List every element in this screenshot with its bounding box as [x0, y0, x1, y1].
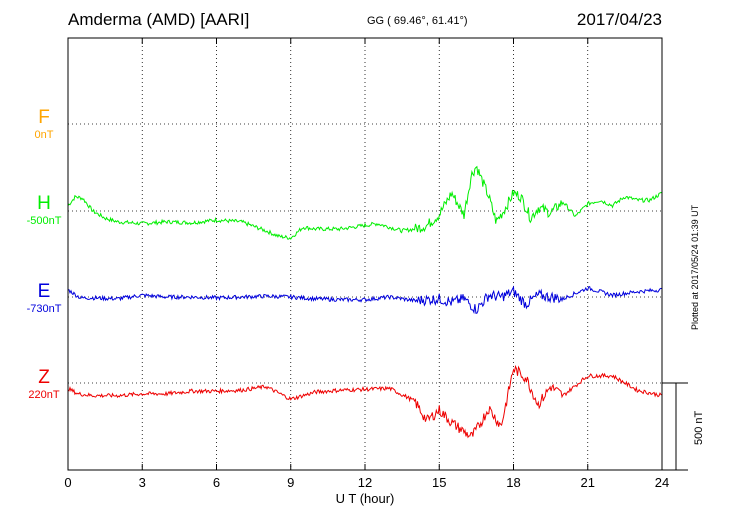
component-h-baseline: -500nT [26, 215, 62, 227]
x-tick-label: 9 [287, 475, 294, 490]
x-tick-label: 12 [358, 475, 372, 490]
x-tick-label: 6 [213, 475, 220, 490]
trace-group [67, 165, 663, 439]
trace-e [68, 285, 663, 315]
component-e-baseline: -730nT [26, 303, 62, 315]
x-tick-label: 0 [64, 475, 71, 490]
component-f-baseline: 0nT [34, 129, 54, 141]
trace-h [67, 165, 663, 240]
x-axis-ticks: 0 3 6 9 12 15 18 21 24 [64, 38, 669, 490]
component-e-letter: E [37, 281, 51, 302]
component-h-label: H -500nT [14, 194, 74, 228]
scale-bar [662, 382, 688, 471]
component-e-label: E -730nT [14, 282, 74, 316]
x-tick-label: 21 [581, 475, 595, 490]
component-h-letter: H [37, 193, 51, 214]
station-coordinates: GG ( 69.46°, 61.41°) [367, 15, 468, 27]
scale-bar-label: 500 nT [693, 410, 705, 445]
x-tick-label: 18 [506, 475, 520, 490]
x-tick-label: 3 [139, 475, 146, 490]
trace-z [67, 364, 663, 439]
plot-date: 2017/04/23 [576, 10, 662, 29]
x-axis-label: U T (hour) [336, 491, 395, 506]
x-tick-label: 24 [655, 475, 669, 490]
component-f-label: F 0nT [14, 108, 74, 142]
component-f-letter: F [38, 107, 50, 128]
station-title: Amderma (AMD) [AARI] [68, 10, 250, 29]
component-z-letter: Z [38, 367, 50, 388]
grid-lines [68, 38, 662, 470]
component-z-baseline: 220nT [28, 389, 60, 401]
x-tick-label: 15 [432, 475, 446, 490]
component-z-label: Z 220nT [14, 368, 74, 402]
plotted-timestamp: Plotted at 2017/05/24 01:39 UT [690, 204, 700, 330]
